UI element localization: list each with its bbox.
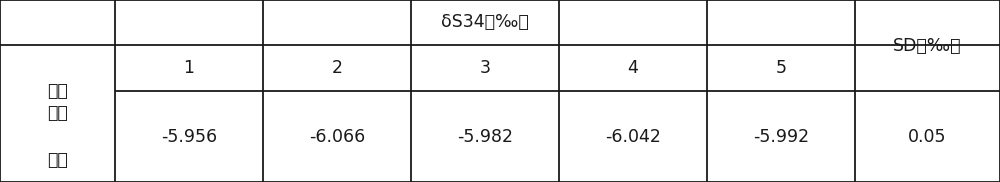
Text: 1: 1	[184, 59, 194, 77]
Text: 湿地: 湿地	[47, 104, 68, 122]
Text: -5.982: -5.982	[457, 128, 513, 145]
Text: -6.042: -6.042	[605, 128, 661, 145]
Text: -6.066: -6.066	[309, 128, 365, 145]
Text: -5.992: -5.992	[753, 128, 809, 145]
Text: δS34（‰）: δS34（‰）	[441, 13, 529, 31]
Text: 0.05: 0.05	[908, 128, 947, 145]
Text: 3: 3	[480, 59, 490, 77]
Text: 2: 2	[331, 59, 342, 77]
Text: SD（‰）: SD（‰）	[893, 37, 962, 54]
Text: 样品: 样品	[47, 82, 68, 100]
Text: -5.956: -5.956	[161, 128, 217, 145]
Text: 植物: 植物	[47, 151, 68, 169]
Text: 5: 5	[775, 59, 786, 77]
Text: 4: 4	[628, 59, 638, 77]
